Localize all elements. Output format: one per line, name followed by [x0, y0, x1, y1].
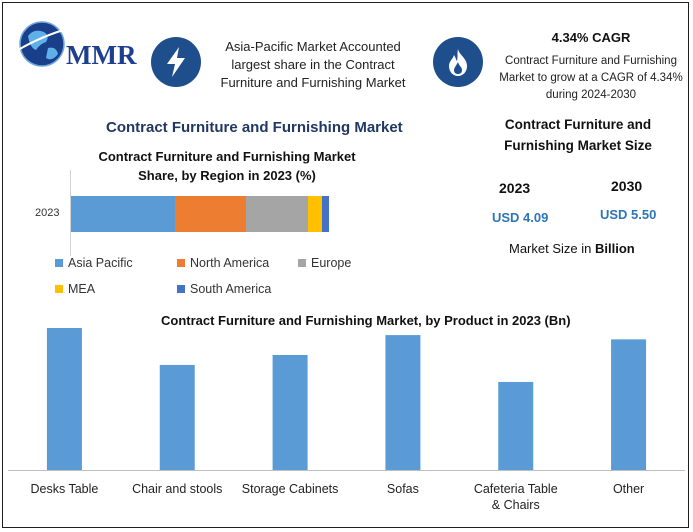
product-chart: Desks Table Chair and stools Storage Cabin…	[8, 328, 685, 512]
value-2030: USD 5.50	[600, 207, 657, 222]
product-bar	[385, 335, 421, 470]
legend-item: Europe	[298, 256, 351, 270]
legend-swatch	[298, 259, 306, 267]
globe-icon	[17, 21, 71, 67]
year-2023-label: 2023	[499, 180, 531, 196]
cagr-title: 4.34% CAGR	[551, 30, 631, 45]
product-category-label: Sofas	[387, 482, 419, 496]
legend-item: South America	[177, 282, 271, 296]
product-bar	[611, 339, 647, 470]
region-category-label: 2023	[35, 207, 60, 219]
legend-label: South America	[190, 282, 272, 296]
region-segment-north-america	[175, 196, 246, 232]
product-bar	[46, 328, 82, 470]
lightning-icon	[167, 47, 185, 77]
product-category-label: Cafeteria Table & Chairs	[474, 482, 558, 512]
value-2023: USD 4.09	[492, 210, 549, 225]
region-segment-asia-pacific	[71, 196, 176, 232]
product-category-label: Storage Cabinets	[242, 482, 339, 496]
product-bar	[272, 354, 308, 470]
highlight-badge	[151, 37, 201, 87]
legend-label: North America	[190, 256, 270, 270]
region-segment-mea	[308, 196, 322, 232]
highlight-text: Asia-Pacific Market Accounted largest sh…	[220, 39, 406, 90]
legend-swatch	[55, 285, 63, 293]
product-bar	[498, 381, 534, 470]
legend-label: MEA	[68, 282, 96, 296]
year-2030-label: 2030	[611, 178, 643, 194]
unit-prefix: Market Size in	[509, 241, 595, 256]
flame-icon	[449, 49, 467, 76]
product-chart-title: Contract Furniture and Furnishing Market…	[161, 313, 571, 328]
legend-item: Asia Pacific	[55, 256, 133, 270]
legend-swatch	[55, 259, 63, 267]
region-stacked-bar	[71, 196, 332, 232]
region-segment-south-america	[321, 196, 330, 232]
product-category-label: Other	[613, 482, 644, 496]
main-title: Contract Furniture and Furnishing Market	[106, 119, 403, 136]
region-legend: Asia Pacific North America Europe MEA South …	[55, 256, 385, 306]
cagr-badge	[433, 37, 483, 87]
region-axis-line	[70, 170, 71, 256]
legend-swatch	[177, 285, 185, 293]
region-segment-europe	[245, 196, 309, 232]
market-size-unit: Market Size in Billion	[509, 241, 635, 256]
legend-swatch	[177, 259, 185, 267]
legend-item: MEA	[55, 282, 95, 296]
logo	[14, 18, 134, 73]
legend-label: Asia Pacific	[68, 256, 133, 270]
legend-item: North America	[177, 256, 269, 270]
legend-label: Europe	[311, 256, 352, 270]
product-category-label: Chair and stools	[132, 482, 222, 496]
unit-bold: Billion	[594, 241, 635, 256]
product-bar	[159, 364, 195, 470]
cagr-text: Contract Furniture and Furnishing Market…	[499, 55, 683, 101]
region-chart-title: Contract Furniture and Furnishing Market…	[98, 149, 356, 183]
logo-text: MMR	[66, 40, 137, 70]
product-category-label: Desks Table	[30, 482, 98, 496]
market-size-title: Contract Furniture and Furnishing Market…	[504, 117, 652, 153]
